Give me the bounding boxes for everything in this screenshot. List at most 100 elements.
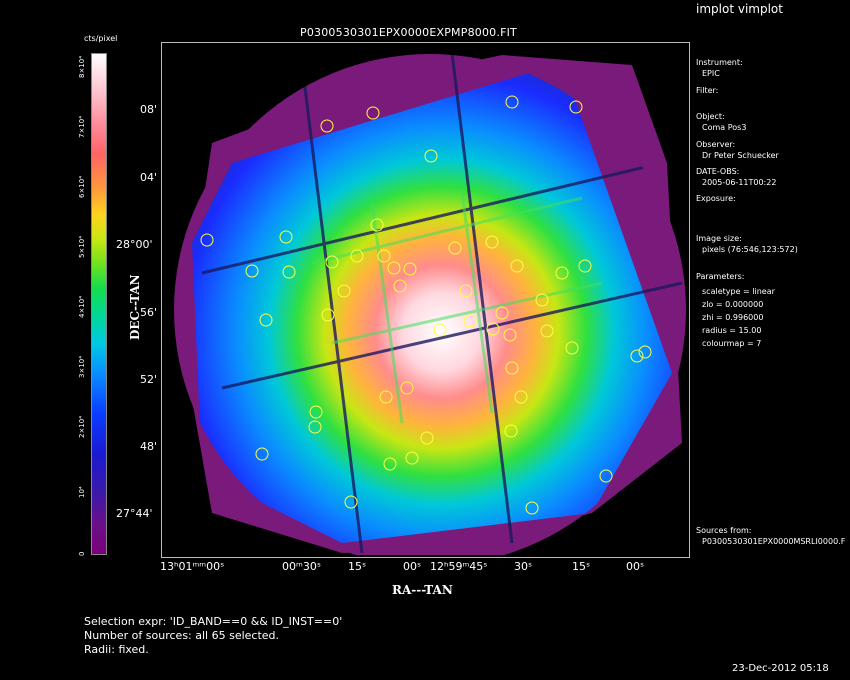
y-tick-label: 52' bbox=[140, 373, 158, 386]
x-axis-label: RA---TAN bbox=[392, 583, 453, 597]
y-tick-label: 48' bbox=[140, 440, 158, 453]
source-circle[interactable] bbox=[514, 390, 528, 404]
chip-gap bbox=[201, 161, 663, 275]
source-circle[interactable] bbox=[309, 405, 323, 419]
source-circle[interactable] bbox=[525, 501, 539, 515]
source-circle[interactable] bbox=[569, 100, 583, 114]
source-circle[interactable] bbox=[387, 261, 401, 275]
source-circle[interactable] bbox=[540, 324, 554, 338]
source-circle[interactable] bbox=[405, 451, 419, 465]
source-circle[interactable] bbox=[459, 284, 473, 298]
colorbar-tick: 2×10⁴ bbox=[78, 415, 86, 438]
source-circle[interactable] bbox=[486, 322, 500, 336]
source-circle[interactable] bbox=[245, 264, 259, 278]
source-circle[interactable] bbox=[350, 249, 364, 263]
source-circle[interactable] bbox=[503, 328, 517, 342]
plot-title: P0300530301EPX0000EXPMP8000.FIT bbox=[300, 26, 517, 39]
source-circle[interactable] bbox=[377, 249, 391, 263]
source-circle[interactable] bbox=[366, 106, 380, 120]
source-circle[interactable] bbox=[555, 266, 569, 280]
source-circle[interactable] bbox=[578, 259, 592, 273]
source-circle[interactable] bbox=[400, 381, 414, 395]
source-circle[interactable] bbox=[259, 313, 273, 327]
y-tick-label: 08' bbox=[140, 103, 158, 116]
chip-gap bbox=[331, 281, 603, 345]
sources-label: Sources from: bbox=[696, 526, 752, 535]
y-tick-label: 28°00' bbox=[116, 238, 153, 251]
source-circle[interactable] bbox=[638, 345, 652, 359]
source-circle[interactable] bbox=[535, 293, 549, 307]
param-zlo: zlo = 0.000000 bbox=[702, 300, 764, 309]
colorbar-unit-label: cts/pixel bbox=[84, 34, 118, 43]
y-axis-label: DEC--TAN bbox=[128, 274, 142, 340]
instrument-value: EPIC bbox=[702, 69, 720, 78]
source-circle[interactable] bbox=[504, 424, 518, 438]
exposure-label: Exposure: bbox=[696, 194, 736, 203]
object-value: Coma Pos3 bbox=[702, 123, 747, 132]
source-circle[interactable] bbox=[325, 255, 339, 269]
source-circle[interactable] bbox=[282, 265, 296, 279]
object-label: Object: bbox=[696, 112, 725, 121]
colorbar-tick: 0 bbox=[78, 551, 86, 556]
source-circle[interactable] bbox=[370, 218, 384, 232]
source-circle[interactable] bbox=[393, 279, 407, 293]
source-circle[interactable] bbox=[321, 308, 335, 322]
source-circle[interactable] bbox=[599, 469, 613, 483]
y-tick-label: 04' bbox=[140, 171, 158, 184]
x-tick-label: 00ˢ bbox=[626, 560, 645, 573]
chip-gap bbox=[450, 54, 514, 544]
colorbar-tick: 10⁴ bbox=[78, 486, 86, 498]
source-circle[interactable] bbox=[505, 361, 519, 375]
source-circle[interactable] bbox=[505, 95, 519, 109]
source-circle[interactable] bbox=[424, 149, 438, 163]
chip-gap bbox=[311, 196, 583, 265]
x-tick-label: 00ˢ bbox=[403, 560, 422, 573]
source-circle[interactable] bbox=[200, 233, 214, 247]
source-circle[interactable] bbox=[308, 420, 322, 434]
colorbar-tick: 4×10⁴ bbox=[78, 295, 86, 318]
source-circle[interactable] bbox=[448, 241, 462, 255]
chip-gap bbox=[370, 202, 404, 424]
x-tick-label: 30ˢ bbox=[514, 560, 533, 573]
y-tick-label: 27°44' bbox=[116, 507, 153, 520]
timestamp: 23-Dec-2012 05:18 bbox=[732, 663, 829, 674]
source-circle[interactable] bbox=[344, 495, 358, 509]
colorbar bbox=[91, 53, 107, 555]
source-circle[interactable] bbox=[510, 259, 524, 273]
param-zhi: zhi = 0.996000 bbox=[702, 313, 764, 322]
date-value: 2005-06-11T00:22 bbox=[702, 178, 777, 187]
source-circle[interactable] bbox=[320, 119, 334, 133]
source-circle[interactable] bbox=[495, 306, 509, 320]
instrument-label: Instrument: bbox=[696, 58, 743, 67]
source-circle[interactable] bbox=[463, 314, 477, 328]
source-circle[interactable] bbox=[383, 457, 397, 471]
param-scaletype: scaletype = linear bbox=[702, 287, 775, 296]
param-colourmap: colourmap = 7 bbox=[702, 339, 762, 348]
x-tick-label: 12ʰ59ᵐ45ˢ bbox=[430, 560, 488, 573]
source-circle[interactable] bbox=[485, 235, 499, 249]
x-tick-label: 15ˢ bbox=[348, 560, 367, 573]
source-circle[interactable] bbox=[420, 431, 434, 445]
x-tick-label: 15ˢ bbox=[572, 560, 591, 573]
chip-gap bbox=[460, 192, 494, 414]
source-circle[interactable] bbox=[337, 284, 351, 298]
source-circle[interactable] bbox=[630, 349, 644, 363]
colorbar-tick: 6×10⁴ bbox=[78, 175, 86, 198]
source-circle[interactable] bbox=[255, 447, 269, 461]
selection-expression: Selection expr: 'ID_BAND==0 && ID_INST==… bbox=[84, 615, 343, 628]
chip-gap bbox=[221, 281, 683, 390]
source-circle[interactable] bbox=[279, 230, 293, 244]
x-tick-label: 00ᵐ30ˢ bbox=[282, 560, 321, 573]
observer-label: Observer: bbox=[696, 140, 736, 149]
filter-label: Filter: bbox=[696, 86, 719, 95]
source-circle[interactable] bbox=[433, 323, 447, 337]
colorbar-tick: 8×10⁴ bbox=[78, 55, 86, 78]
colorbar-tick: 5×10⁴ bbox=[78, 235, 86, 258]
source-circle[interactable] bbox=[379, 390, 393, 404]
app-title: implot vimplot bbox=[696, 2, 783, 16]
source-circle[interactable] bbox=[565, 341, 579, 355]
source-count: Number of sources: all 65 selected. bbox=[84, 629, 280, 642]
image-size-label: Image size: bbox=[696, 234, 742, 243]
parameters-label: Parameters: bbox=[696, 272, 745, 281]
source-circle[interactable] bbox=[403, 262, 417, 276]
